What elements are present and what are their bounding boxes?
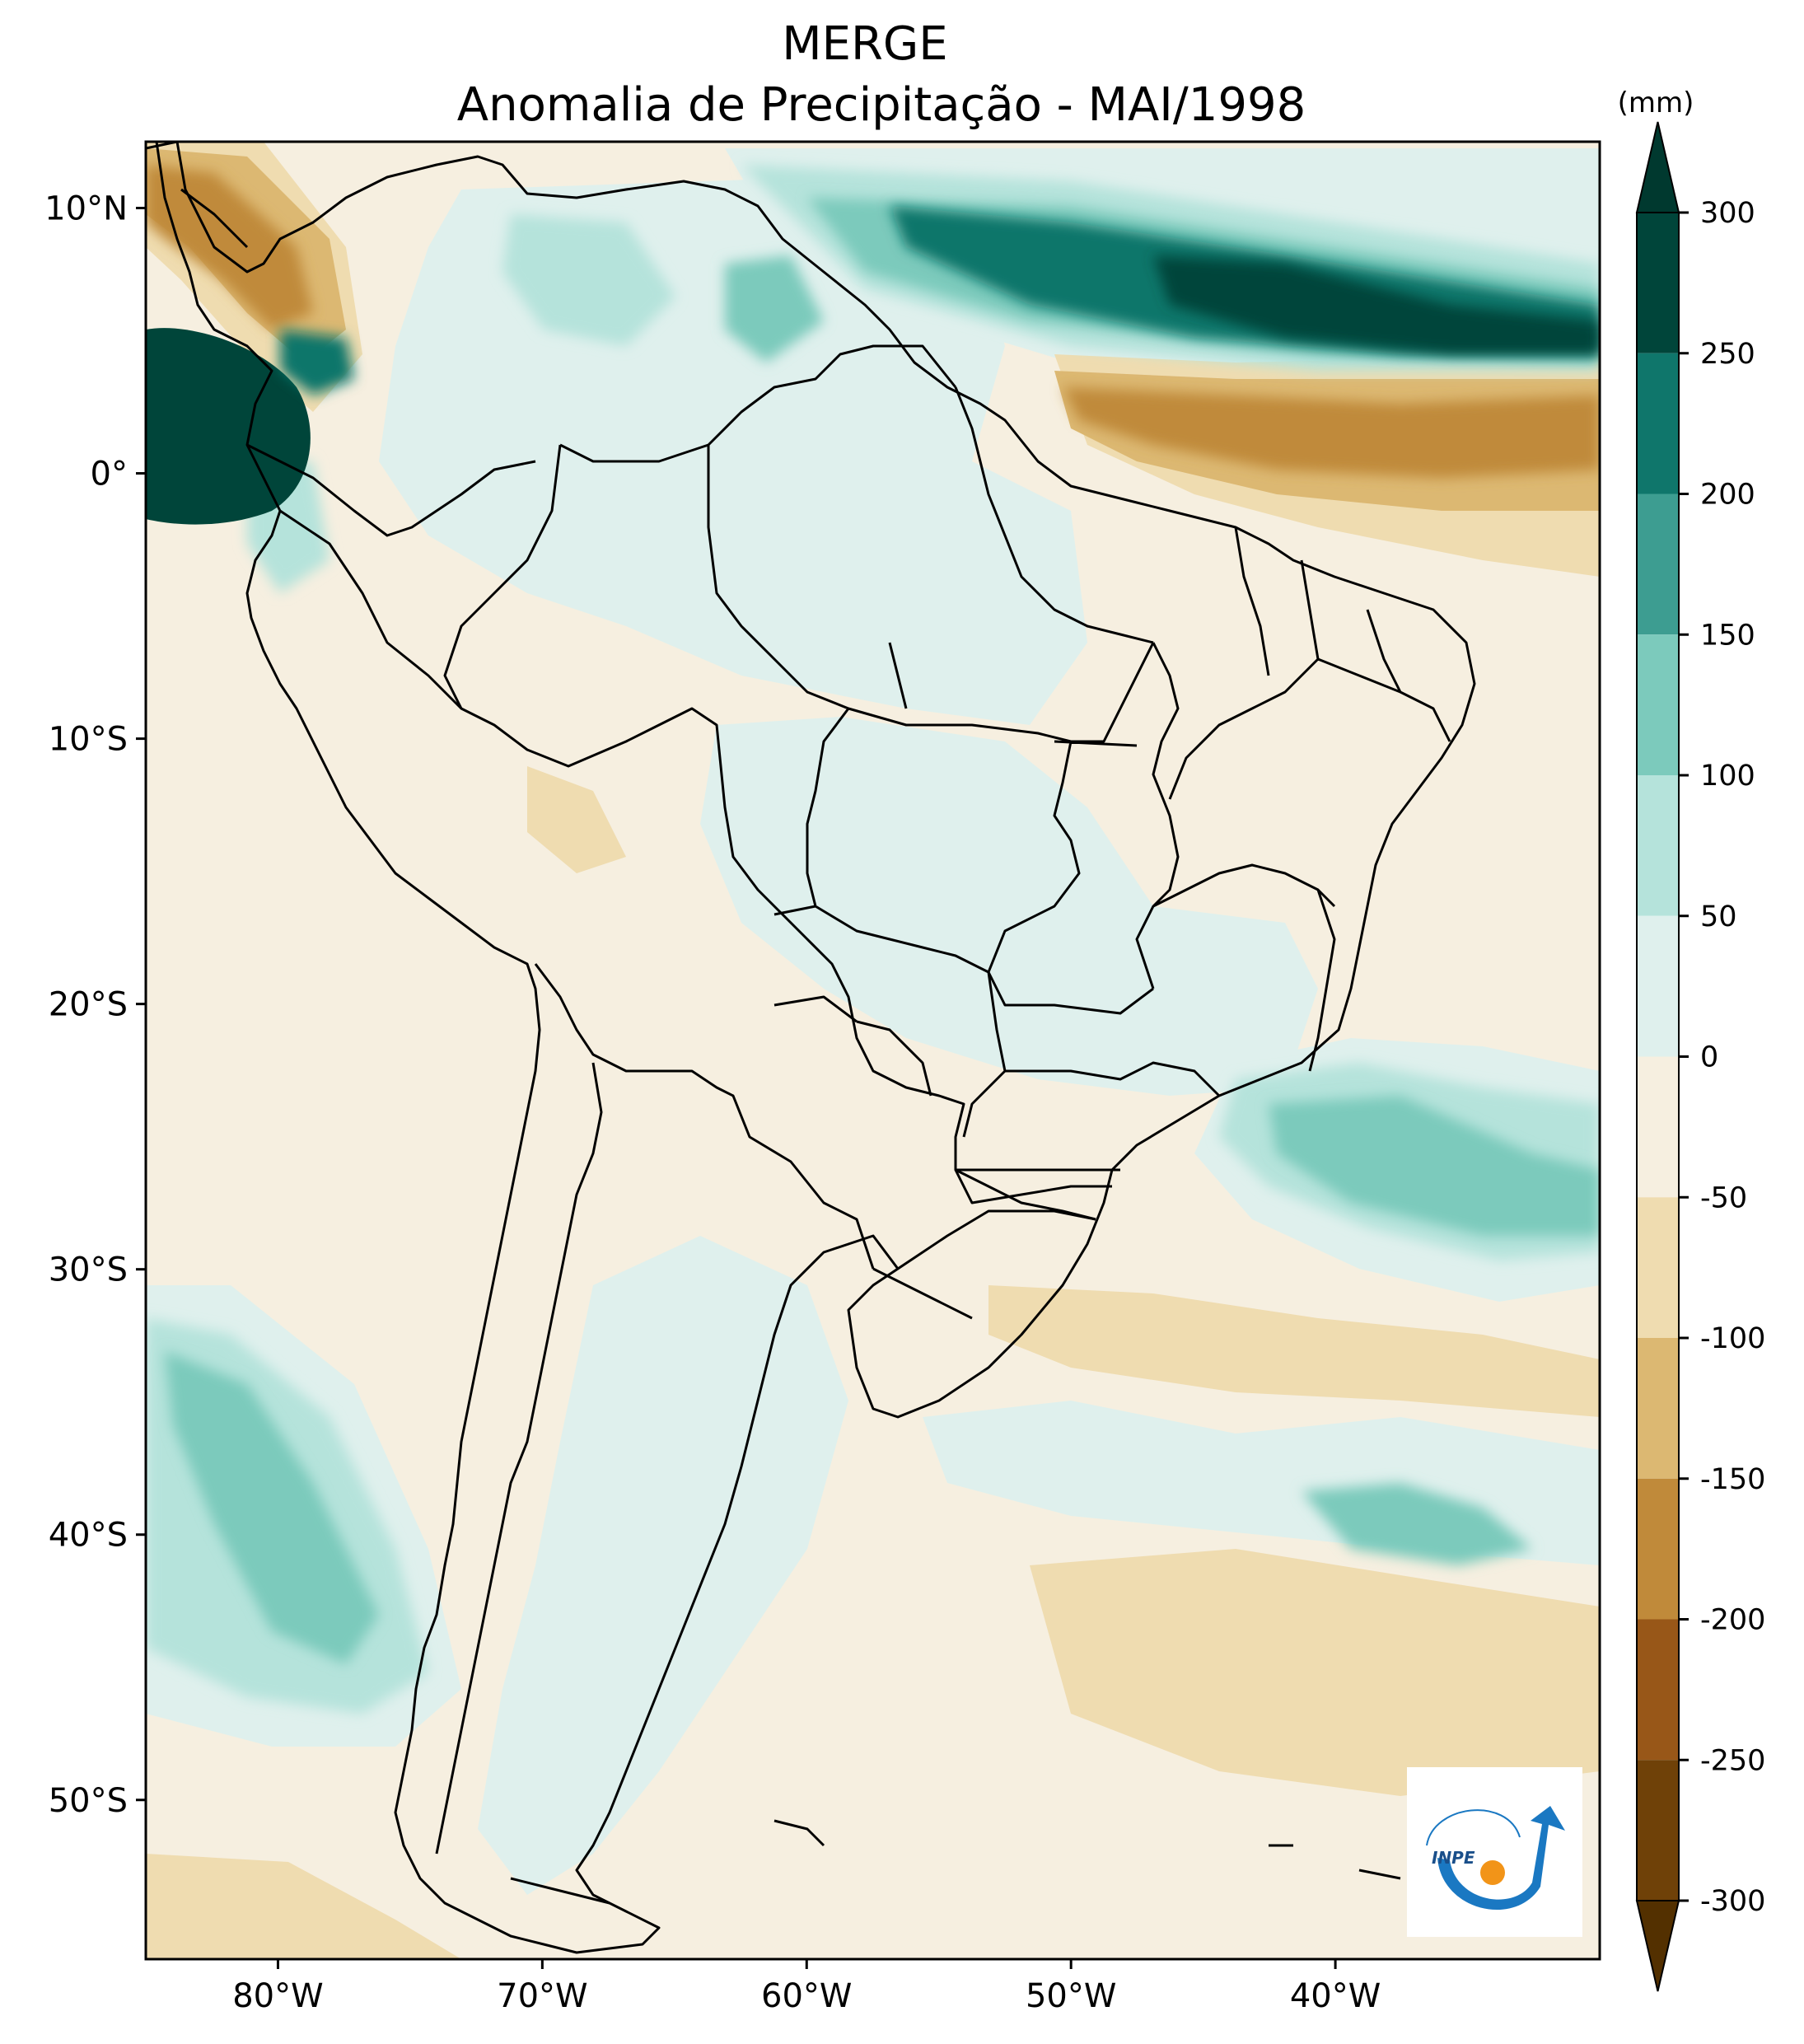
colorbar-tick-label: 100 xyxy=(1700,760,1755,793)
lon-tick-label: 50°W xyxy=(1026,1977,1116,2015)
lat-tick-label: 10°S xyxy=(49,721,128,759)
colorbar-tick-label: -300 xyxy=(1700,1885,1765,1918)
anomaly-light-negative-bolivia xyxy=(527,766,626,873)
lat-tick-label: 0° xyxy=(91,456,128,493)
colorbar-bin xyxy=(1637,1619,1679,1761)
colorbar: (mm) 300 250 200 150 100 50 0 -50 -100 -150 -200 -2… xyxy=(1618,87,1765,1992)
anomaly-strong-positive-venezuela-cells xyxy=(725,255,824,362)
anomaly-strong-positive-southern-cells xyxy=(1302,1483,1532,1565)
logo-blue-arc-icon xyxy=(1437,1806,1565,1911)
tierra-del-fuego-fragments xyxy=(510,1819,1401,1905)
lat-tick-label: 20°S xyxy=(49,986,128,1024)
colorbar-bin xyxy=(1637,213,1679,353)
lat-tick-label: 10°N xyxy=(44,190,128,228)
anomaly-strong-positive-south-atlantic-cells xyxy=(1269,1096,1600,1236)
longitude-axis: 80°W 70°W 60°W 50°W 40°W xyxy=(232,1959,1381,2015)
colorbar-extend-bottom xyxy=(1635,1900,1680,1992)
south-america-coastline xyxy=(155,142,1476,1954)
lat-tick-label: 30°S xyxy=(49,1251,128,1289)
colorbar-tick-label: 200 xyxy=(1700,479,1755,512)
colorbar-bin xyxy=(1637,775,1679,916)
colorbar-bin xyxy=(1637,493,1679,635)
anomaly-strong-positive-chile-coast xyxy=(165,1351,379,1664)
colorbar-bin xyxy=(1637,1338,1679,1479)
colorbar-bin xyxy=(1637,915,1679,1057)
title-line-2: Anomalia de Precipitação - MAI/1998 xyxy=(457,78,1306,132)
colorbar-tick-label: -200 xyxy=(1700,1604,1765,1637)
anomaly-light-negative-south-atlantic xyxy=(988,1285,1600,1417)
anomaly-light-positive-central-brazil xyxy=(700,717,1318,1096)
anomaly-light-negative-cape-horn xyxy=(146,1854,461,1959)
colorbar-tick-label: 150 xyxy=(1700,619,1755,652)
anomaly-light-negative-far-south-atlantic xyxy=(1030,1549,1600,1796)
anomaly-strong-negative-colombia-coast xyxy=(146,165,313,330)
title-line-1: MERGE xyxy=(782,17,947,71)
colorbar-tick-label: 50 xyxy=(1700,900,1737,933)
country-borders-andes xyxy=(246,443,973,1855)
colorbar-bin xyxy=(1637,353,1679,494)
colorbar-tick-label: 250 xyxy=(1700,338,1755,371)
brazil-border xyxy=(443,344,1096,1221)
anomaly-strong-negative-amazon-mouth xyxy=(1063,387,1600,478)
latitude-axis: 10°N 0° 10°S 20°S 30°S 40°S 50°S xyxy=(44,190,146,1820)
map-frame xyxy=(144,140,1601,1961)
colorbar-tick-label: -50 xyxy=(1700,1181,1747,1214)
brazil-state-borders xyxy=(707,386,1451,1270)
colorbar-tick-label: -250 xyxy=(1700,1744,1765,1777)
lon-tick-label: 60°W xyxy=(761,1977,852,2015)
logo-orange-dot-icon xyxy=(1480,1860,1505,1885)
colorbar-tick-label: 300 xyxy=(1700,197,1755,230)
anomaly-moderate-positive-venezuela xyxy=(502,214,675,346)
colorbar-bin xyxy=(1637,1056,1679,1198)
logo-text: INPE xyxy=(1432,1848,1475,1868)
lon-tick-label: 70°W xyxy=(497,1977,587,2015)
colorbar-unit-label: (mm) xyxy=(1618,87,1694,119)
colorbar-tick-label: -100 xyxy=(1700,1322,1765,1355)
logo-orbit-line-icon xyxy=(1426,1809,1521,1846)
anomaly-extreme-positive-colombia-cell xyxy=(280,330,354,395)
colorbar-bin xyxy=(1637,1760,1679,1901)
colorbar-bin xyxy=(1637,634,1679,775)
lon-tick-label: 80°W xyxy=(232,1977,323,2015)
inpe-logo: INPE xyxy=(1407,1767,1582,1937)
lat-tick-label: 40°S xyxy=(49,1517,128,1555)
colorbar-extend-top xyxy=(1635,121,1680,213)
anomaly-light-positive-patagonia xyxy=(478,1236,848,1895)
lon-tick-label: 40°W xyxy=(1290,1977,1381,2015)
lat-tick-label: 50°S xyxy=(49,1782,128,1820)
colorbar-tick-label: -150 xyxy=(1700,1463,1765,1496)
colorbar-bin xyxy=(1637,1478,1679,1620)
map-panel: INPE 80°W 70°W 60°W 50°W 40°W 10°N 0° 10°S 20°S… xyxy=(44,140,1601,2015)
anomaly-extreme-positive-atlantic-core xyxy=(1153,255,1600,354)
colorbar-tick-label: 0 xyxy=(1700,1041,1718,1074)
colorbar-bin xyxy=(1637,1197,1679,1338)
map-boundaries xyxy=(146,142,1476,1954)
